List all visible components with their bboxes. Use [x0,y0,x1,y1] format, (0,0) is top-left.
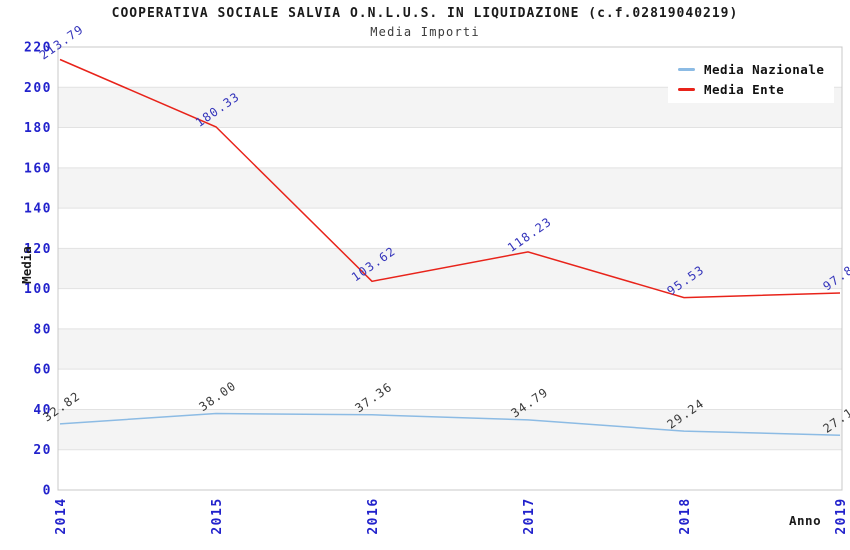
y-tick-label: 20 [33,443,52,458]
legend-item-media-nazionale: Media Nazionale [678,62,824,77]
y-tick-label: 180 [24,121,52,136]
x-tick-label: 2016 [366,497,381,534]
legend: Media Nazionale Media Ente [668,56,835,103]
x-tick-label: 2019 [834,497,849,534]
y-tick-label: 200 [24,81,52,96]
background-band [58,248,842,289]
y-tick-label: 120 [24,242,52,257]
y-tick-label: 40 [33,403,52,418]
x-axis-title: Anno [789,513,822,528]
legend-label: Media Ente [704,82,785,97]
y-tick-label: 60 [33,363,52,378]
media-ente-line [59,58,841,299]
y-tick-label: 160 [24,161,52,176]
y-axis-title: Media [19,246,34,284]
y-tick-label: 0 [43,484,52,499]
chart-title: COOPERATIVA SOCIALE SALVIA O.N.L.U.S. IN… [111,6,739,21]
data-label-media-nazionale: 38.00 [196,378,239,414]
plot-border [57,46,843,491]
x-tick-label: 2014 [54,497,69,534]
legend-item-media-ente: Media Ente [678,82,824,97]
x-tick-label: 2017 [522,497,537,534]
x-tick-label: 2018 [678,497,693,534]
background-band [58,409,842,450]
y-tick-label: 220 [24,41,52,56]
media-nazionale-line [59,412,841,436]
y-tick-label: 140 [24,202,52,217]
media-nazionale-swatch-icon [678,68,695,71]
background-band [58,328,842,370]
x-tick-label: 2015 [210,497,225,534]
y-tick-label: 80 [33,322,52,337]
background-band [58,167,842,209]
media-ente-swatch-icon [678,88,695,91]
legend-label: Media Nazionale [704,62,825,77]
chart-subtitle: Media Importi [370,25,480,39]
y-tick-label: 100 [24,282,52,297]
